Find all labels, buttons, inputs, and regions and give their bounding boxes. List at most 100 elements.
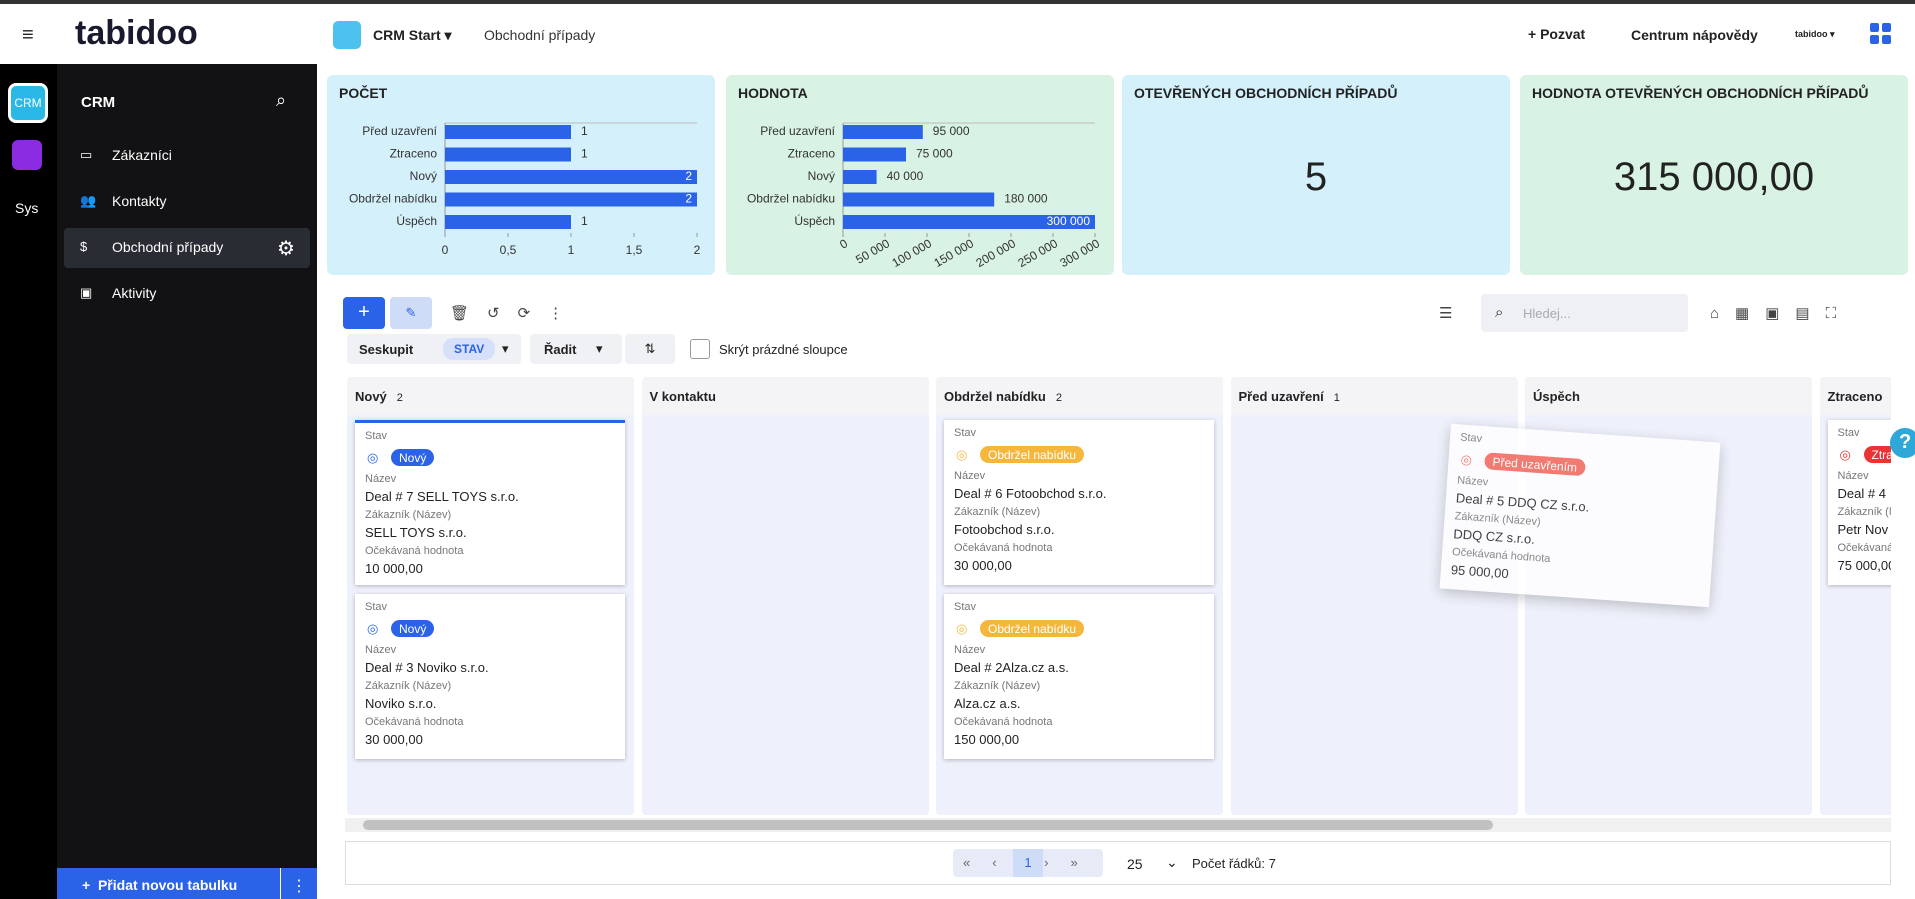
x-tick-label: 0 bbox=[837, 236, 850, 252]
column-name: Nový bbox=[355, 389, 387, 404]
page-size[interactable]: 25 bbox=[1127, 856, 1143, 872]
field-label: Zákazník (Název) bbox=[1454, 510, 1542, 529]
current-page[interactable]: 1 bbox=[1013, 849, 1043, 877]
sidebar-item[interactable]: Zákazníci bbox=[112, 147, 172, 163]
group-button[interactable]: Seskupit STAV ▾ bbox=[347, 334, 521, 364]
invite-button[interactable]: + Pozvat bbox=[1528, 26, 1586, 42]
status-badge: Obdržel nabídku bbox=[980, 620, 1085, 637]
sort-order-button[interactable]: ⇅ bbox=[625, 334, 675, 364]
add-table-menu[interactable]: ⋮ bbox=[280, 868, 317, 899]
value-label: 95 000 bbox=[933, 124, 970, 138]
field-label: Název bbox=[954, 470, 986, 482]
menu-button[interactable]: ≡ bbox=[22, 24, 34, 46]
category-label: Před uzavření bbox=[760, 124, 835, 138]
widget-title: POČET bbox=[339, 85, 388, 101]
user-menu[interactable]: tabidoo ▾ bbox=[1795, 29, 1835, 39]
group-field[interactable]: STAV bbox=[443, 338, 496, 360]
sidebar bbox=[57, 64, 317, 899]
widget: HODNOTA OTEVŘENÝCH OBCHODNÍCH PŘÍPADŮ 315… bbox=[1520, 75, 1908, 275]
card[interactable]: Stav Název Zákazník (Název) Očekávaná hodno… bbox=[1439, 423, 1721, 608]
expected-value: 95 000,00 bbox=[1450, 562, 1510, 582]
bar-chart: 0 0,5 1 1,5 2 Před uzavření 1 Ztraceno 1 Nový 2 Obd… bbox=[349, 122, 701, 257]
group-text: Seskupit bbox=[359, 342, 414, 357]
search-box[interactable]: ⌕ Hledej... bbox=[1481, 294, 1688, 332]
app-name-text: CRM Start bbox=[373, 27, 441, 43]
category-label: Obdržel nabídku bbox=[349, 192, 437, 206]
help-link[interactable]: Centrum nápovědy bbox=[1631, 27, 1758, 43]
rail-app[interactable] bbox=[12, 140, 42, 170]
column-count: 2 bbox=[396, 392, 403, 404]
hide-empty-checkbox[interactable] bbox=[690, 339, 710, 359]
invite-text: Pozvat bbox=[1540, 26, 1586, 42]
sidebar-item[interactable]: Obchodní případy bbox=[112, 239, 224, 255]
page-size-caret[interactable]: ⌄ bbox=[1166, 854, 1178, 870]
field-label: Stav bbox=[1837, 427, 1860, 439]
card[interactable]: Stav Název Zákazník (Název) Očekávaná hodno… bbox=[1827, 420, 1891, 585]
column-header: Před uzavření 1 bbox=[1230, 377, 1518, 415]
rail-crm[interactable]: CRM bbox=[8, 83, 48, 123]
value-label: 1 bbox=[581, 147, 588, 161]
customer: DDQ CZ s.r.o. bbox=[1452, 526, 1536, 547]
value-label: 180 000 bbox=[1004, 192, 1048, 206]
value-label: 2 bbox=[685, 169, 692, 183]
app-icon bbox=[333, 21, 361, 49]
column-header: V kontaktu bbox=[641, 377, 929, 415]
field-label: Stav bbox=[954, 427, 977, 439]
sidebar-icon: ▣ bbox=[80, 285, 93, 300]
bar bbox=[445, 215, 571, 229]
top-strip bbox=[0, 0, 1915, 4]
field-label: Název bbox=[1456, 474, 1489, 489]
x-tick-label: 300 000 bbox=[1058, 236, 1103, 270]
widget-title: HODNOTA OTEVŘENÝCH OBCHODNÍCH PŘÍPADŮ bbox=[1532, 85, 1869, 101]
column-name: Obdržel nabídku bbox=[944, 389, 1046, 404]
column-count: 1 bbox=[1333, 392, 1340, 404]
filter-icon[interactable]: ☰ bbox=[1439, 305, 1453, 322]
settings-icon[interactable]: ⚙ bbox=[277, 238, 295, 260]
add-table-button[interactable]: + Přidat novou tabulku bbox=[57, 868, 317, 899]
card[interactable]: Stav Název Zákazník (Název) Očekávaná hodno… bbox=[355, 420, 625, 585]
app-name[interactable]: CRM Start ▾ bbox=[373, 27, 452, 43]
field-label: Název bbox=[954, 644, 986, 656]
value-label: 1 bbox=[581, 214, 588, 228]
add-button[interactable]: + bbox=[343, 297, 385, 329]
logo[interactable]: tabidoo bbox=[75, 14, 198, 52]
bar bbox=[445, 192, 697, 207]
expected-value: 30 000,00 bbox=[954, 558, 1012, 573]
deal-name: Deal # 6 Fotoobchod s.r.o. bbox=[954, 486, 1107, 501]
widget: POČET 0 0,5 1 1,5 2 Před uzavření 1 Ztraceno 1 Nov… bbox=[327, 75, 715, 275]
sidebar-search[interactable]: ⌕ bbox=[276, 90, 287, 110]
sort-button[interactable]: Řadit ▾ bbox=[530, 334, 622, 364]
customer: Fotoobchod s.r.o. bbox=[954, 522, 1055, 537]
bar bbox=[445, 147, 571, 162]
column-name: Úspěch bbox=[1533, 389, 1580, 404]
x-tick-label: 100 000 bbox=[890, 236, 935, 270]
card[interactable]: Stav Název Zákazník (Název) Očekávaná hodno… bbox=[355, 594, 625, 759]
scrollbar-thumb[interactable] bbox=[363, 820, 1493, 830]
sidebar-item[interactable]: Aktivity bbox=[112, 285, 157, 301]
help-bubble[interactable]: ? bbox=[1890, 428, 1915, 458]
sort-caret: ▾ bbox=[596, 341, 603, 356]
row-count: Počet řádků: 7 bbox=[1192, 856, 1276, 871]
field-label: Zákazník (Název) bbox=[365, 509, 452, 521]
hide-empty-label[interactable]: Skrýt prázdné sloupce bbox=[719, 342, 848, 357]
x-tick-label: 50 000 bbox=[853, 236, 892, 267]
edit-button[interactable]: ✎ bbox=[390, 297, 432, 329]
status-icon: ◎ bbox=[956, 447, 968, 462]
category-label: Obdržel nabídku bbox=[747, 192, 835, 206]
field-label: Očekávaná hodnota bbox=[954, 716, 1053, 728]
x-tick-label: 2 bbox=[694, 243, 701, 257]
rail-sys[interactable]: Sys bbox=[15, 200, 39, 216]
card[interactable]: Stav Název Zákazník (Název) Očekávaná hodno… bbox=[944, 594, 1214, 759]
card[interactable]: Stav Název Zákazník (Název) Očekávaná hodno… bbox=[944, 420, 1214, 585]
apps-icon[interactable] bbox=[1870, 23, 1892, 45]
deal-name: Deal # 3 Noviko s.r.o. bbox=[365, 660, 489, 675]
deal-name: Deal # 4 bbox=[1837, 486, 1886, 501]
column-header: Úspěch bbox=[1525, 377, 1812, 415]
status-icon: ◎ bbox=[1839, 447, 1851, 462]
toolbar-icons[interactable]: 🗑↺⟳⋮ bbox=[450, 305, 582, 322]
breadcrumb[interactable]: Obchodní případy bbox=[484, 27, 596, 43]
view-icons[interactable]: ⌂▦▣▤⛶ bbox=[1710, 305, 1853, 322]
sidebar-item[interactable]: Kontakty bbox=[112, 193, 167, 209]
x-tick-label: 250 000 bbox=[1016, 236, 1061, 270]
